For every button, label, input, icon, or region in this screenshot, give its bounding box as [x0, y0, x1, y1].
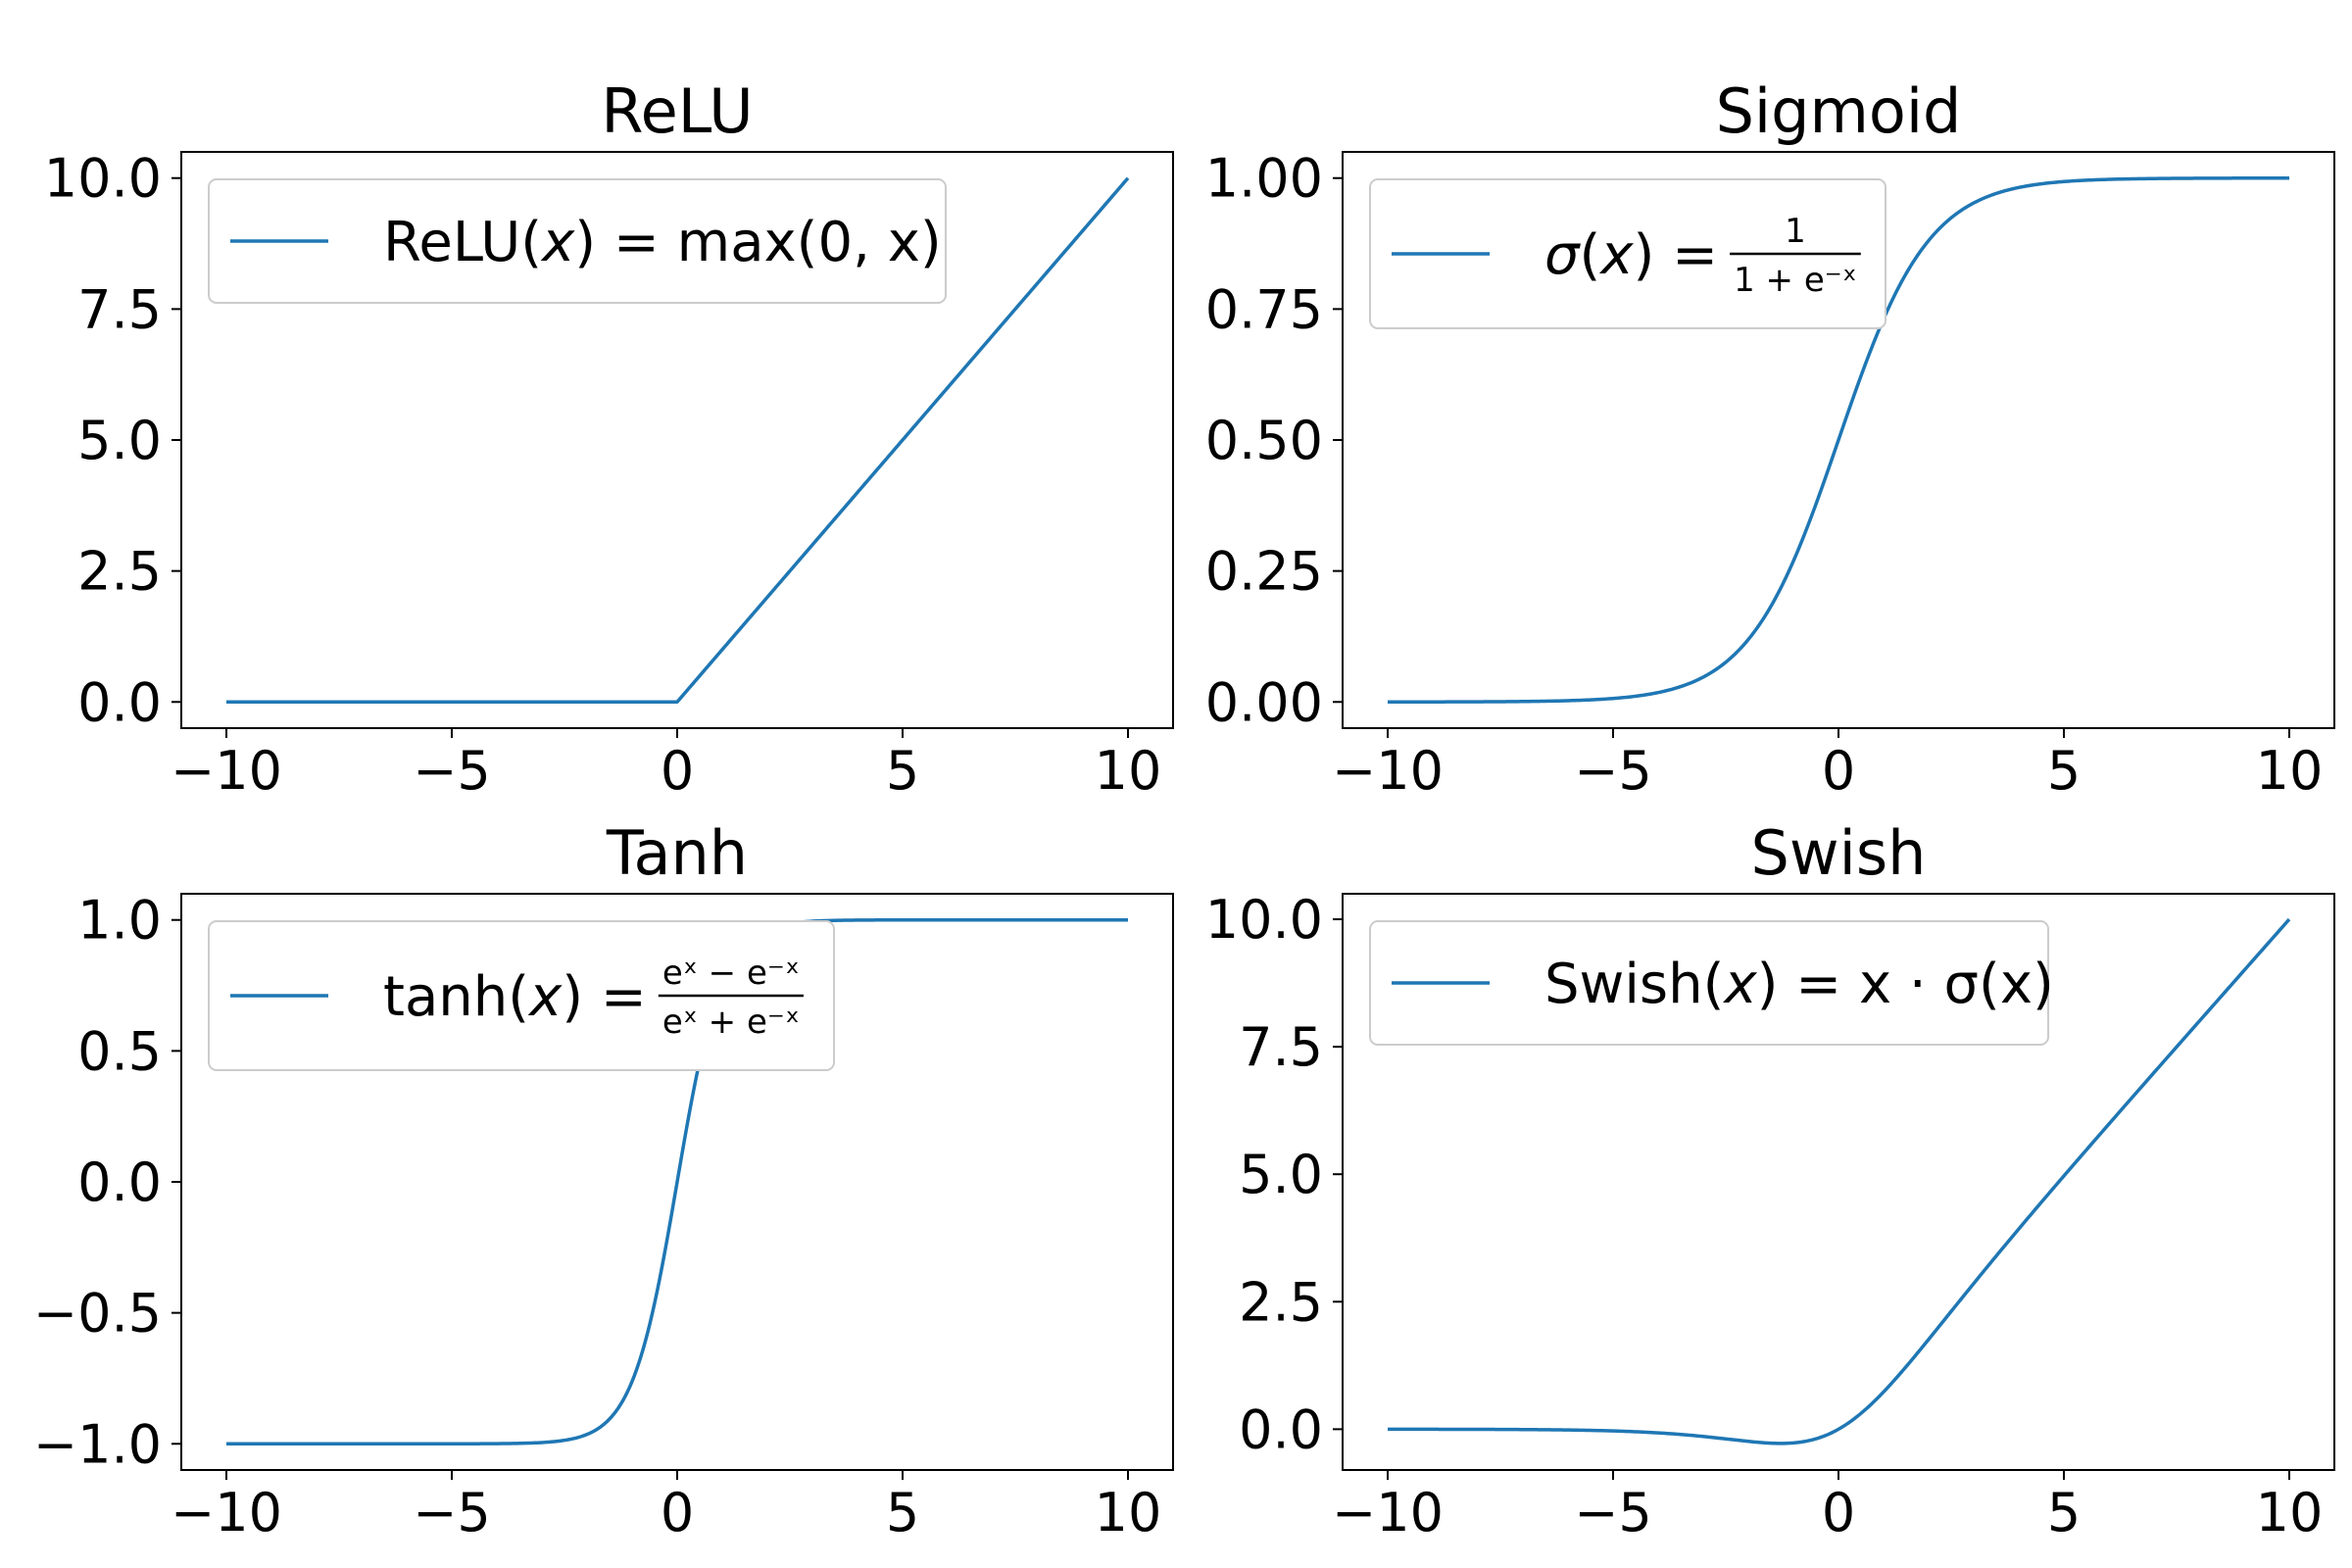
- legend-argument: x: [1722, 953, 1757, 1016]
- legend-argument: x: [527, 965, 563, 1029]
- x-tick-label: −10: [1332, 740, 1444, 802]
- legend-function-name: tanh: [383, 965, 508, 1029]
- y-tick-label: 10.0: [1205, 889, 1323, 951]
- panel-title: Swish: [1751, 817, 1927, 889]
- panel-swish: Swish −10 −5 0 5 10 0.0 2.5 5.0 7.5 10.0 Swish(x) =…: [1205, 817, 2335, 1544]
- y-tick-label: 1.00: [1205, 148, 1323, 210]
- x-tick-label: −5: [413, 1482, 491, 1544]
- legend-label: σ(x) =: [1544, 223, 1718, 287]
- sigmoid-series-line: [1388, 176, 2289, 704]
- x-tick-label: 0: [1822, 740, 1855, 802]
- y-tick-label: 0.00: [1205, 671, 1323, 733]
- y-tick-label: 1.0: [77, 890, 162, 952]
- x-tick-label: −10: [1332, 1482, 1444, 1544]
- y-tick-label: 10.0: [44, 148, 162, 210]
- legend-denominator: 1 + e⁻ˣ: [1734, 261, 1857, 300]
- y-tick-label: 0.25: [1205, 541, 1323, 603]
- legend-label: tanh(x) =: [383, 965, 647, 1029]
- legend-argument: x: [540, 211, 575, 274]
- legend-numerator: eˣ − e⁻ˣ: [662, 954, 800, 993]
- legend-numerator: 1: [1785, 212, 1806, 251]
- legend-function-name: ReLU: [383, 211, 520, 274]
- legend-function-name: Swish: [1544, 953, 1703, 1016]
- y-tick-label: −0.5: [33, 1283, 162, 1345]
- legend-expression: x · σ(x): [1859, 953, 2054, 1016]
- x-tick-label: −5: [1574, 740, 1652, 802]
- panel-tanh: Tanh −10 −5 0 5 10 −1.0 −0.5 0.0 0.5 1.0 tanh(x) = e…: [33, 817, 1174, 1544]
- x-tick-label: 10: [2256, 740, 2324, 802]
- x-tick-label: 5: [2047, 1482, 2081, 1544]
- x-tick-label: −10: [171, 740, 282, 802]
- legend-frame: [1369, 178, 1886, 329]
- panel-title: ReLU: [601, 75, 753, 147]
- x-tick-label: 10: [2256, 1482, 2324, 1544]
- legend-expression: max(0, x): [677, 211, 942, 274]
- legend-equals: =: [601, 965, 647, 1029]
- y-tick-label: 0.5: [77, 1020, 162, 1082]
- y-tick-label: 0.75: [1205, 278, 1323, 340]
- legend-frame: [208, 178, 947, 304]
- swish-series-line: [1388, 917, 2291, 1446]
- x-tick-label: 5: [886, 740, 919, 802]
- y-tick-label: 5.0: [1239, 1144, 1323, 1205]
- relu-series-line: [226, 176, 1130, 705]
- legend-argument: x: [1598, 223, 1634, 287]
- legend-denominator: eˣ + e⁻ˣ: [662, 1003, 800, 1042]
- y-tick-label: 0.0: [1239, 1398, 1323, 1460]
- x-tick-label: 0: [1822, 1482, 1855, 1544]
- legend-equals: =: [1795, 953, 1841, 1016]
- x-tick-label: 0: [661, 1482, 694, 1544]
- panel-title: Tanh: [606, 817, 748, 889]
- y-tick-label: −1.0: [33, 1413, 162, 1475]
- legend-label: ReLU(x) = max(0, x): [383, 211, 942, 274]
- x-tick-label: 5: [886, 1482, 919, 1544]
- panel-title: Sigmoid: [1716, 75, 1962, 147]
- y-tick-label: 0.50: [1205, 410, 1323, 471]
- legend: σ(x) = 1 1 + e⁻ˣ: [1369, 178, 1886, 329]
- legend-function-name: σ: [1544, 223, 1581, 287]
- x-tick-label: −5: [413, 740, 491, 802]
- legend-equals: =: [1672, 223, 1718, 287]
- panel-sigmoid: Sigmoid −10 −5 0 5 10 0.00 0.25 0.50 0.75 1.00 σ(x)…: [1205, 75, 2335, 802]
- x-tick-label: 5: [2047, 740, 2081, 802]
- y-tick-label: 7.5: [77, 278, 162, 340]
- panel-relu: ReLU −10 −5 0 5 10 0.0 2.5 5.0 7.5 10.0 ReLU(x) = m…: [44, 75, 1174, 802]
- y-tick-label: 7.5: [1239, 1016, 1323, 1078]
- y-tick-label: 2.5: [1239, 1271, 1323, 1333]
- legend-label: Swish(x) = x · σ(x): [1544, 953, 2054, 1016]
- y-tick-label: 2.5: [77, 541, 162, 603]
- y-tick-label: 5.0: [77, 410, 162, 471]
- legend-equals: =: [613, 211, 660, 274]
- x-tick-label: −5: [1574, 1482, 1652, 1544]
- legend: tanh(x) = eˣ − e⁻ˣ eˣ + e⁻ˣ: [208, 920, 835, 1071]
- y-tick-label: 0.0: [77, 1152, 162, 1213]
- legend: Swish(x) = x · σ(x): [1369, 920, 2054, 1046]
- x-tick-label: 10: [1095, 740, 1162, 802]
- x-tick-label: −10: [171, 1482, 282, 1544]
- legend: ReLU(x) = max(0, x): [208, 178, 947, 304]
- legend-frame: [208, 920, 835, 1071]
- y-tick-label: 0.0: [77, 671, 162, 733]
- tanh-series-line: [226, 917, 1128, 1446]
- x-tick-label: 0: [661, 740, 694, 802]
- legend-frame: [1369, 920, 2049, 1046]
- x-tick-label: 10: [1095, 1482, 1162, 1544]
